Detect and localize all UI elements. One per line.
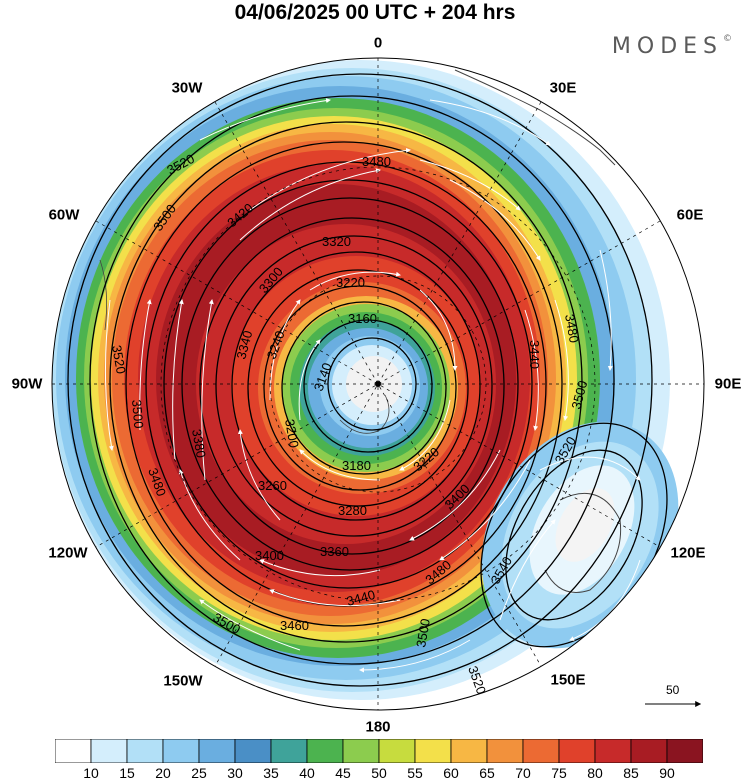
contour-label: 3260 (258, 478, 287, 493)
colorbar-swatch (594, 739, 632, 763)
colorbar-swatch (306, 739, 344, 763)
streamlines (104, 98, 641, 673)
lon-label-90e: 90E (714, 375, 742, 393)
contour-label: 3280 (338, 503, 367, 518)
colorbar-tick-label: 75 (551, 765, 567, 781)
contour-label: 3440 (345, 587, 377, 609)
colorbar-tick-label: 45 (335, 765, 351, 781)
colorbar-swatch (450, 739, 488, 763)
colorbar-swatch (378, 739, 416, 763)
lon-label-0: 0 (373, 34, 383, 52)
colorbar-tick-label: 30 (227, 765, 243, 781)
lon-label-120w: 120W (48, 544, 88, 562)
colorbar-tick-label: 90 (659, 765, 675, 781)
colorbar-swatch (234, 739, 272, 763)
colorbar-swatch (342, 739, 380, 763)
colorbar-tick-label: 70 (515, 765, 531, 781)
colorbar-swatch (162, 739, 200, 763)
colorbar-tick-label: 25 (191, 765, 207, 781)
colorbar-tick-label: 10 (83, 765, 99, 781)
contour-label: 3500 (568, 379, 590, 411)
colorbar-swatch (666, 739, 703, 763)
contour-label: 3480 (362, 154, 391, 169)
map-title: 04/06/2025 00 UTC + 204 hrs (234, 1, 516, 24)
contour-label: 3400 (255, 548, 284, 563)
contour-label: 3320 (322, 234, 351, 249)
colorbar-tick-label: 60 (443, 765, 459, 781)
contour-label: 3500 (413, 617, 433, 648)
contour-label: 3160 (348, 311, 377, 326)
lon-label-60w: 60W (48, 206, 80, 224)
colorbar-swatch (198, 739, 236, 763)
colorbar-swatch (486, 739, 524, 763)
colorbar-tick-label: 85 (623, 765, 639, 781)
contour-label: 3440 (527, 340, 542, 369)
colorbar-swatch (630, 739, 668, 763)
lon-label-30w: 30W (171, 79, 203, 97)
graticule (52, 58, 704, 710)
brand-logo: MODES© (611, 34, 732, 59)
lon-label-90w: 90W (11, 375, 43, 393)
contour-label: 3340 (233, 329, 255, 361)
colorbar-swatch (522, 739, 560, 763)
vector-scale-label: 50 (666, 683, 680, 697)
contour-label: 3360 (320, 544, 349, 559)
contour-label: 3220 (336, 275, 365, 290)
contour-label: 3200 (282, 418, 302, 449)
contour-label: 3380 (189, 428, 209, 459)
pole-marker (375, 381, 381, 387)
colorbar-tick-label: 20 (155, 765, 171, 781)
contour-label: 3460 (280, 618, 309, 633)
colorbar-swatch (126, 739, 164, 763)
colorbar-swatch (558, 739, 596, 763)
lon-label-150e: 150E (550, 671, 586, 689)
colorbar-swatch (90, 739, 128, 763)
lon-label-30e: 30E (549, 79, 577, 97)
colorbar-tick-label: 65 (479, 765, 495, 781)
lon-label-120e: 120E (670, 544, 706, 562)
contour-label: 3520 (109, 344, 129, 375)
lon-label-180: 180 (365, 718, 391, 736)
colorbar-tick-label: 40 (299, 765, 315, 781)
colorbar-tick-label: 35 (263, 765, 279, 781)
contour-label: 3180 (342, 458, 371, 473)
colorbar-tick-label: 50 (371, 765, 387, 781)
lon-label-150w: 150W (163, 672, 203, 690)
colorbar-tick-label: 80 (587, 765, 603, 781)
contour-label: 3480 (562, 313, 582, 344)
colorbar-tick-label: 15 (119, 765, 135, 781)
colorbar-tick-label: 55 (407, 765, 423, 781)
contour-label: 3500 (129, 399, 146, 429)
colorbar-swatch (270, 739, 308, 763)
colorbar-swatch (414, 739, 452, 763)
lon-label-60e: 60E (676, 206, 704, 224)
colorbar-swatch (55, 739, 92, 763)
colorbar (55, 739, 703, 763)
